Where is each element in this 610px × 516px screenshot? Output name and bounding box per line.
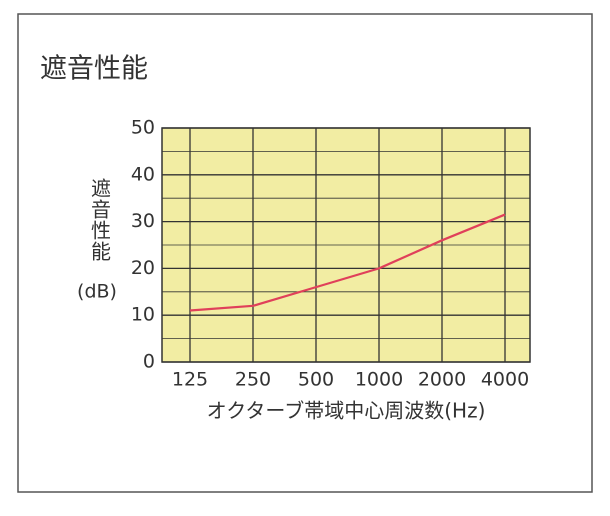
y-tick-label: 40: [131, 163, 155, 185]
x-tick-label: 250: [235, 369, 271, 391]
x-tick-label: 500: [298, 369, 334, 391]
x-axis-label: オクターブ帯域中心周波数(Hz): [207, 399, 486, 423]
data-line: [189, 213, 506, 312]
y-tick-label: 20: [131, 257, 155, 279]
x-tick-label: 1000: [355, 369, 403, 391]
chart-title: 遮音性能: [40, 54, 148, 85]
y-axis-label: 遮音性能: [88, 178, 112, 262]
y-tick-label: 50: [131, 117, 155, 139]
x-tick-label: 125: [172, 369, 208, 391]
x-tick-label: 2000: [418, 369, 466, 391]
y-axis-unit: (dB): [77, 281, 117, 303]
y-tick-label: 30: [131, 210, 155, 232]
x-tick-label: 4000: [481, 369, 529, 391]
y-tick-label: 0: [143, 351, 155, 373]
frame: [17, 13, 593, 493]
y-tick-label: 10: [131, 304, 155, 326]
